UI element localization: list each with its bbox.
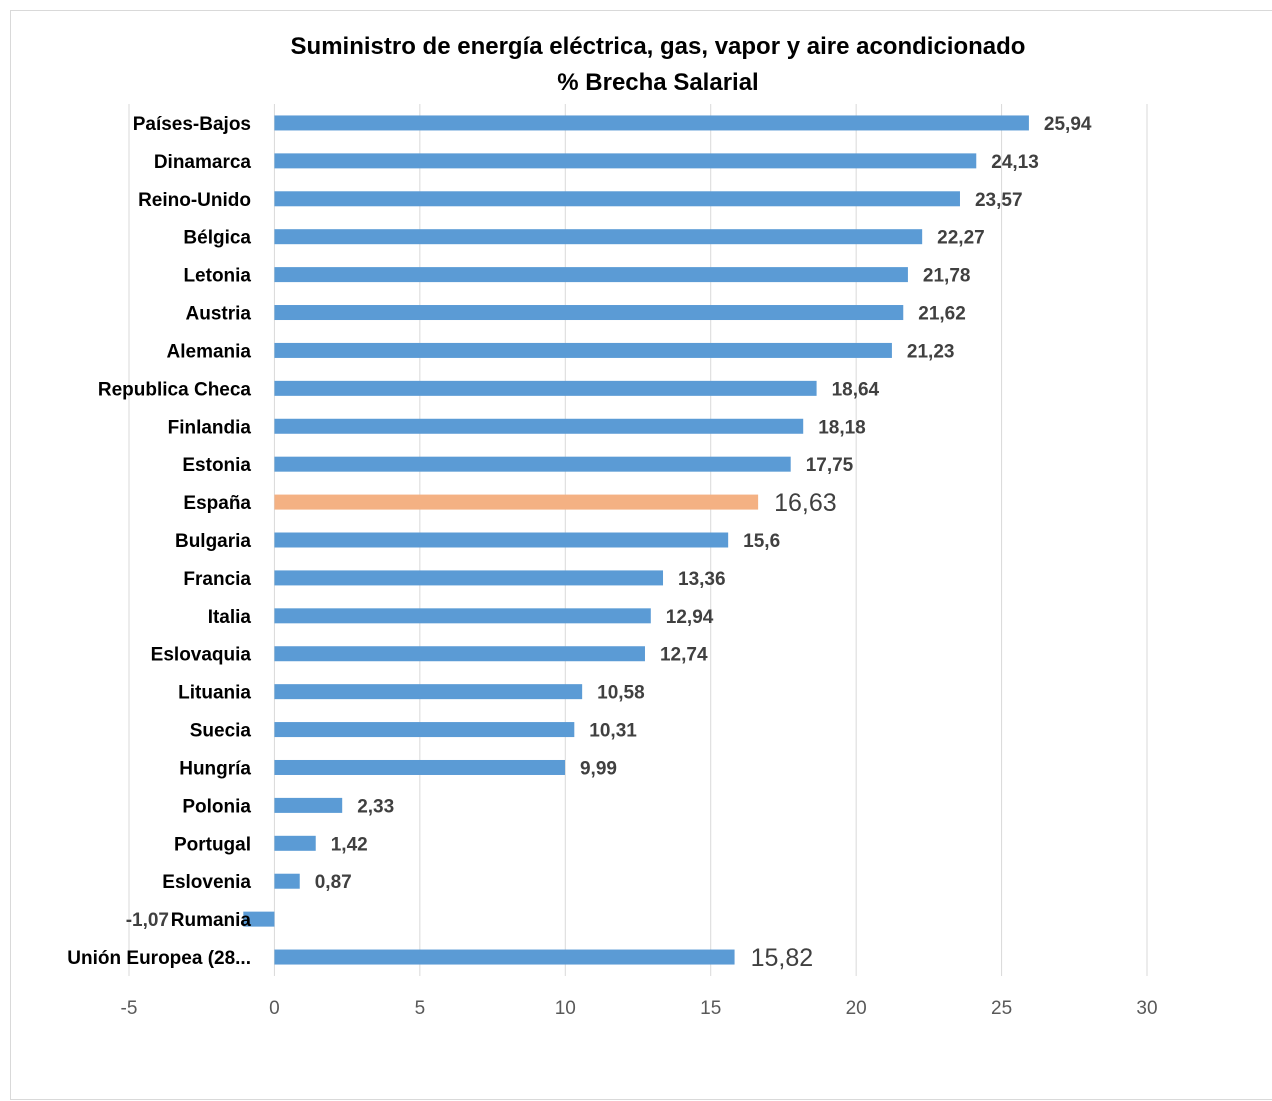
category-label: Lituania: [178, 683, 251, 704]
value-label: 16,63: [774, 489, 837, 517]
category-label: Francia: [183, 569, 251, 590]
value-label: 21,23: [907, 341, 955, 362]
x-tick-label: 0: [269, 998, 280, 1019]
category-label: Alemania: [167, 341, 252, 362]
x-tick-label: 10: [555, 998, 576, 1019]
label-layer: Países-Bajos 25,94 Dinamarca 24,13 Reino-Uni…: [67, 114, 1092, 972]
x-tick-label: 15: [700, 998, 721, 1019]
value-label: 0,87: [315, 872, 352, 893]
category-label: Dinamarca: [154, 152, 252, 173]
value-label: 15,82: [751, 944, 814, 972]
bar-19: [274, 835, 316, 851]
value-label: 12,94: [666, 607, 714, 628]
bar-0: [274, 115, 1029, 131]
bar-9: [274, 456, 791, 472]
bar-8: [274, 418, 804, 434]
x-tick-label: 30: [1136, 998, 1157, 1019]
value-label: 25,94: [1044, 114, 1092, 135]
value-label: 2,33: [357, 796, 394, 817]
bar-16: [274, 722, 575, 738]
chart-title: Suministro de energía eléctrica, gas, va…: [291, 33, 1026, 60]
value-label: 12,74: [660, 645, 708, 666]
bar-10: [274, 494, 759, 510]
bar-15: [274, 684, 583, 700]
bar-18: [274, 797, 343, 813]
value-label: -1,07: [126, 910, 169, 931]
bar-2: [274, 191, 960, 207]
bar-12: [274, 570, 664, 586]
category-label: Bulgaria: [175, 531, 251, 552]
value-label: 10,31: [589, 721, 637, 742]
category-label: Unión Europea (28...: [67, 948, 251, 969]
category-label: Austria: [186, 304, 252, 325]
x-tick-label: 5: [415, 998, 426, 1019]
category-label: Portugal: [174, 834, 251, 855]
bar-7: [274, 380, 817, 396]
category-label: Bélgica: [183, 228, 251, 249]
value-label: 9,99: [580, 758, 617, 779]
category-label: Eslovaquia: [151, 645, 252, 666]
bar-4: [274, 267, 908, 283]
bar-layer: [243, 115, 1029, 965]
bar-22: [274, 949, 735, 965]
chart-svg: Suministro de energía eléctrica, gas, va…: [67, 33, 1158, 1019]
bar-3: [274, 229, 923, 245]
x-tick-label: 20: [846, 998, 867, 1019]
bar-1: [274, 153, 977, 169]
value-label: 1,42: [331, 834, 368, 855]
category-label: Italia: [208, 607, 252, 628]
value-label: 21,62: [918, 304, 966, 325]
x-tick-label: 25: [991, 998, 1012, 1019]
value-label: 13,36: [678, 569, 726, 590]
category-label: Hungría: [179, 758, 251, 779]
bar-21: [243, 911, 275, 927]
category-label: Republica Checa: [98, 379, 252, 400]
category-label: Finlandia: [168, 417, 252, 438]
chart-frame: Suministro de energía eléctrica, gas, va…: [10, 10, 1272, 1100]
category-label: Países-Bajos: [133, 114, 251, 135]
category-label: Eslovenia: [162, 872, 251, 893]
chart-subtitle: % Brecha Salarial: [557, 69, 758, 96]
value-label: 17,75: [806, 455, 854, 476]
category-label: Reino-Unido: [138, 190, 251, 211]
bar-11: [274, 532, 729, 548]
bar-14: [274, 646, 645, 662]
value-label: 23,57: [975, 190, 1023, 211]
bar-5: [274, 305, 904, 321]
value-label: 18,64: [832, 379, 880, 400]
bar-6: [274, 342, 892, 358]
bar-20: [274, 873, 300, 889]
value-label: 24,13: [991, 152, 1039, 173]
category-label: Letonia: [183, 266, 251, 287]
category-label: Polonia: [182, 796, 251, 817]
value-label: 15,6: [743, 531, 780, 552]
bar-17: [274, 759, 565, 775]
value-label: 10,58: [597, 683, 645, 704]
bar-13: [274, 608, 651, 624]
value-label: 22,27: [937, 228, 985, 249]
category-label: Rumania: [171, 910, 252, 931]
x-tick-label: -5: [121, 998, 138, 1019]
tick-layer: -5 0 5 10 15 20 25 30: [121, 998, 1158, 1019]
category-label: Suecia: [190, 721, 252, 742]
value-label: 18,18: [818, 417, 866, 438]
value-label: 21,78: [923, 266, 971, 287]
category-label: España: [183, 493, 251, 514]
category-label: Estonia: [182, 455, 251, 476]
